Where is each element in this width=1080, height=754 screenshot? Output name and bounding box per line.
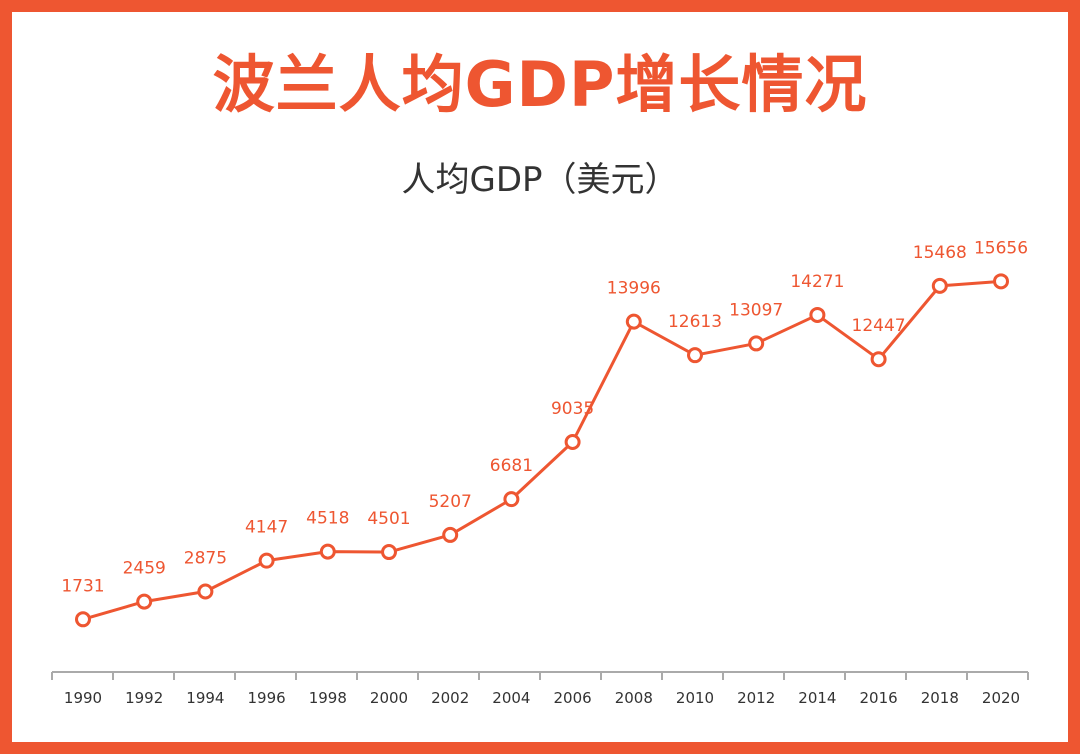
data-point	[75, 611, 91, 628]
data-label: 13097	[729, 300, 783, 320]
data-point	[931, 277, 948, 294]
data-label: 5207	[429, 492, 472, 512]
data-point	[197, 583, 214, 600]
x-tick-label: 2004	[492, 689, 530, 707]
series-line-layer	[82, 279, 1002, 621]
x-tick-label: 1990	[64, 689, 102, 707]
x-tick-label: 1996	[248, 689, 286, 707]
data-label: 15656	[974, 238, 1028, 258]
data-label: 14271	[790, 272, 844, 292]
chart-subtitle: 人均GDP（美元）	[401, 160, 679, 200]
data-point	[381, 544, 397, 561]
x-tick-label: 2018	[921, 689, 959, 707]
x-tick-label: 2006	[554, 689, 592, 707]
data-point	[625, 313, 642, 330]
data-point	[258, 552, 275, 569]
x-tick-label: 1994	[186, 689, 224, 707]
data-label: 4147	[245, 518, 288, 538]
x-tick-label: 2010	[676, 689, 714, 707]
x-tick-label: 1998	[309, 689, 347, 707]
data-point	[687, 347, 703, 364]
data-label: 9035	[551, 399, 594, 419]
data-label: 2875	[184, 549, 227, 569]
data-label: 4501	[367, 509, 410, 529]
x-axis: 1990 1992 1994 1996 1998 2000 2002 2004 2006 2008…	[51, 671, 1029, 707]
data-point	[564, 434, 581, 451]
data-point	[136, 593, 153, 610]
data-label: 1731	[61, 576, 104, 596]
data-point	[809, 306, 826, 323]
x-tick-label: 2012	[737, 689, 775, 707]
x-tick-label: 2020	[982, 689, 1020, 707]
data-label: 4518	[306, 509, 349, 529]
chart-title: 波兰人均GDP增长情况	[212, 48, 868, 121]
x-tick-label: 2008	[615, 689, 653, 707]
data-label: 12447	[852, 316, 906, 336]
data-point	[319, 543, 336, 560]
data-point	[993, 273, 1009, 290]
x-tick-label: 2000	[370, 689, 408, 707]
data-label: 12613	[668, 312, 722, 332]
x-tick-label: 2016	[860, 689, 898, 707]
x-tick-label: 1992	[125, 689, 163, 707]
data-label: 2459	[123, 559, 166, 579]
data-label: 6681	[490, 456, 533, 476]
data-point	[503, 491, 520, 508]
data-label: 13996	[607, 279, 661, 299]
x-tick-label: 2014	[798, 689, 836, 707]
data-label-layer: 1731 2459 2875 4147 4518 4501 5207 6681 9035 1399…	[61, 238, 1028, 596]
data-point	[442, 526, 459, 543]
series-line	[82, 279, 1002, 621]
data-label: 15468	[913, 243, 967, 263]
x-tick-label: 2002	[431, 689, 469, 707]
data-point-layer	[75, 273, 1009, 628]
data-point	[870, 351, 887, 368]
data-point	[748, 335, 765, 352]
